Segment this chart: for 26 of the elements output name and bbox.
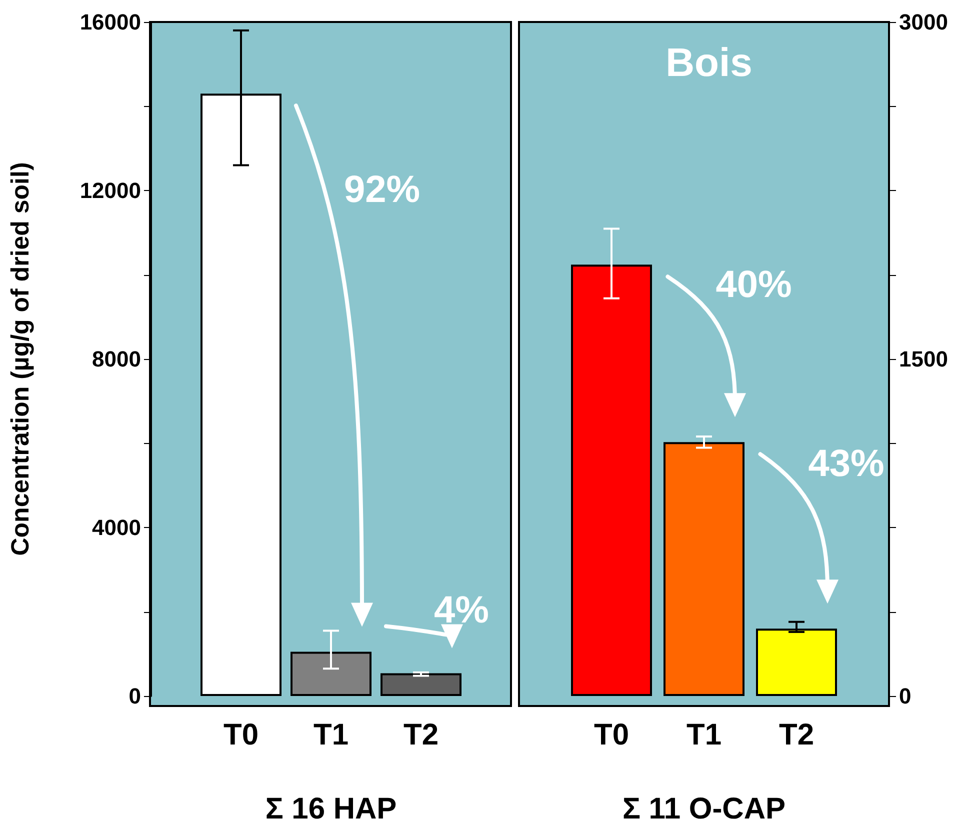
x-axis-title: Σ 16 HAP [265,792,397,826]
y-tick-label: 1500 [899,346,948,372]
x-tick-label: T0 [594,718,630,752]
bar [380,673,462,696]
x-tick-label: T0 [223,718,259,752]
y-tick-label: 4000 [92,515,141,540]
x-tick-label: T1 [313,718,349,752]
x-tick-label: T2 [403,718,439,752]
y-tick-label: 12000 [80,178,141,203]
annotation: 92% [344,168,420,211]
annotation: 43% [808,443,884,486]
y-tick-label: 8000 [92,346,141,372]
bar [571,264,652,696]
bar [664,442,744,696]
annotation: 40% [716,264,792,306]
text: Bois [666,41,752,85]
x-tick-label: T2 [778,718,814,752]
x-tick-label: T1 [686,718,722,752]
y-tick-label: 0 [128,684,141,708]
y-tick-label: 0 [899,684,912,708]
x-axis-title: Σ 11 O-CAP [622,792,786,826]
y-tick-label: 3000 [899,10,948,34]
y-axis-title: Concentration (µg/g of dried soil) [6,162,34,556]
y-tick-label: 16000 [80,10,141,34]
bar [290,652,372,696]
annotation: 4% [434,590,489,632]
